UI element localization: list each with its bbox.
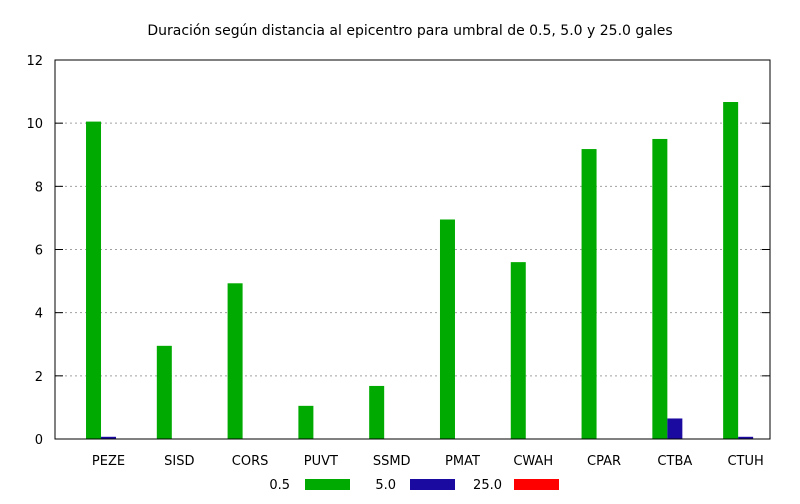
x-tick-label: CTUH <box>727 454 763 469</box>
bar-ctba-0_5 <box>652 138 668 440</box>
y-tick-label: 2 <box>35 370 43 385</box>
legend-swatch <box>410 479 455 490</box>
legend-label: 5.0 <box>375 478 396 493</box>
chart-title: Duración según distancia al epicentro pa… <box>147 23 672 39</box>
legend-swatch <box>514 479 559 490</box>
x-tick-label: SSMD <box>373 454 411 469</box>
y-tick-label: 10 <box>26 117 43 132</box>
x-tick-label: SISD <box>164 454 194 469</box>
bar-cpar-0_5 <box>581 149 597 439</box>
y-tick-label: 6 <box>35 244 43 259</box>
bar-ssmd-0_5 <box>369 385 385 439</box>
legend-label: 25.0 <box>473 478 502 493</box>
y-tick-label: 0 <box>35 433 43 448</box>
x-tick-label: PUVT <box>304 454 338 469</box>
legend-swatch <box>305 479 350 490</box>
y-axis: 0 2 4 6 8 10 12 <box>26 54 770 448</box>
bar-pmat-0_5 <box>439 219 455 439</box>
x-tick-label: CTBA <box>657 454 692 469</box>
bar-ctba-5_0 <box>667 418 683 439</box>
bar-puvt-0_5 <box>298 405 314 439</box>
legend: 0.5 5.0 25.0 <box>269 478 559 493</box>
bar-cwah-0_5 <box>510 262 526 439</box>
bar-cors-0_5 <box>227 283 243 439</box>
x-tick-label: CORS <box>232 454 269 469</box>
x-tick-label: PMAT <box>445 454 480 469</box>
y-tick-label: 12 <box>26 54 43 69</box>
bar-peze-5_0 <box>101 436 117 439</box>
legend-label: 0.5 <box>269 478 290 493</box>
bar-peze-0_5 <box>86 121 102 440</box>
x-axis: PEZE SISD CORS PUVT SSMD PMAT CWAH CPAR CTBA CTUH <box>92 454 764 469</box>
x-tick-label: CWAH <box>513 454 553 469</box>
x-tick-label: CPAR <box>587 454 621 469</box>
bar-ctuh-5_0 <box>738 436 754 439</box>
y-tick-label: 8 <box>35 180 43 195</box>
x-tick-label: PEZE <box>92 454 125 469</box>
bar-ctuh-0_5 <box>723 102 739 440</box>
grid-lines <box>55 122 770 377</box>
y-tick-label: 4 <box>35 307 43 322</box>
bars <box>86 102 754 440</box>
bar-sisd-0_5 <box>156 345 172 439</box>
